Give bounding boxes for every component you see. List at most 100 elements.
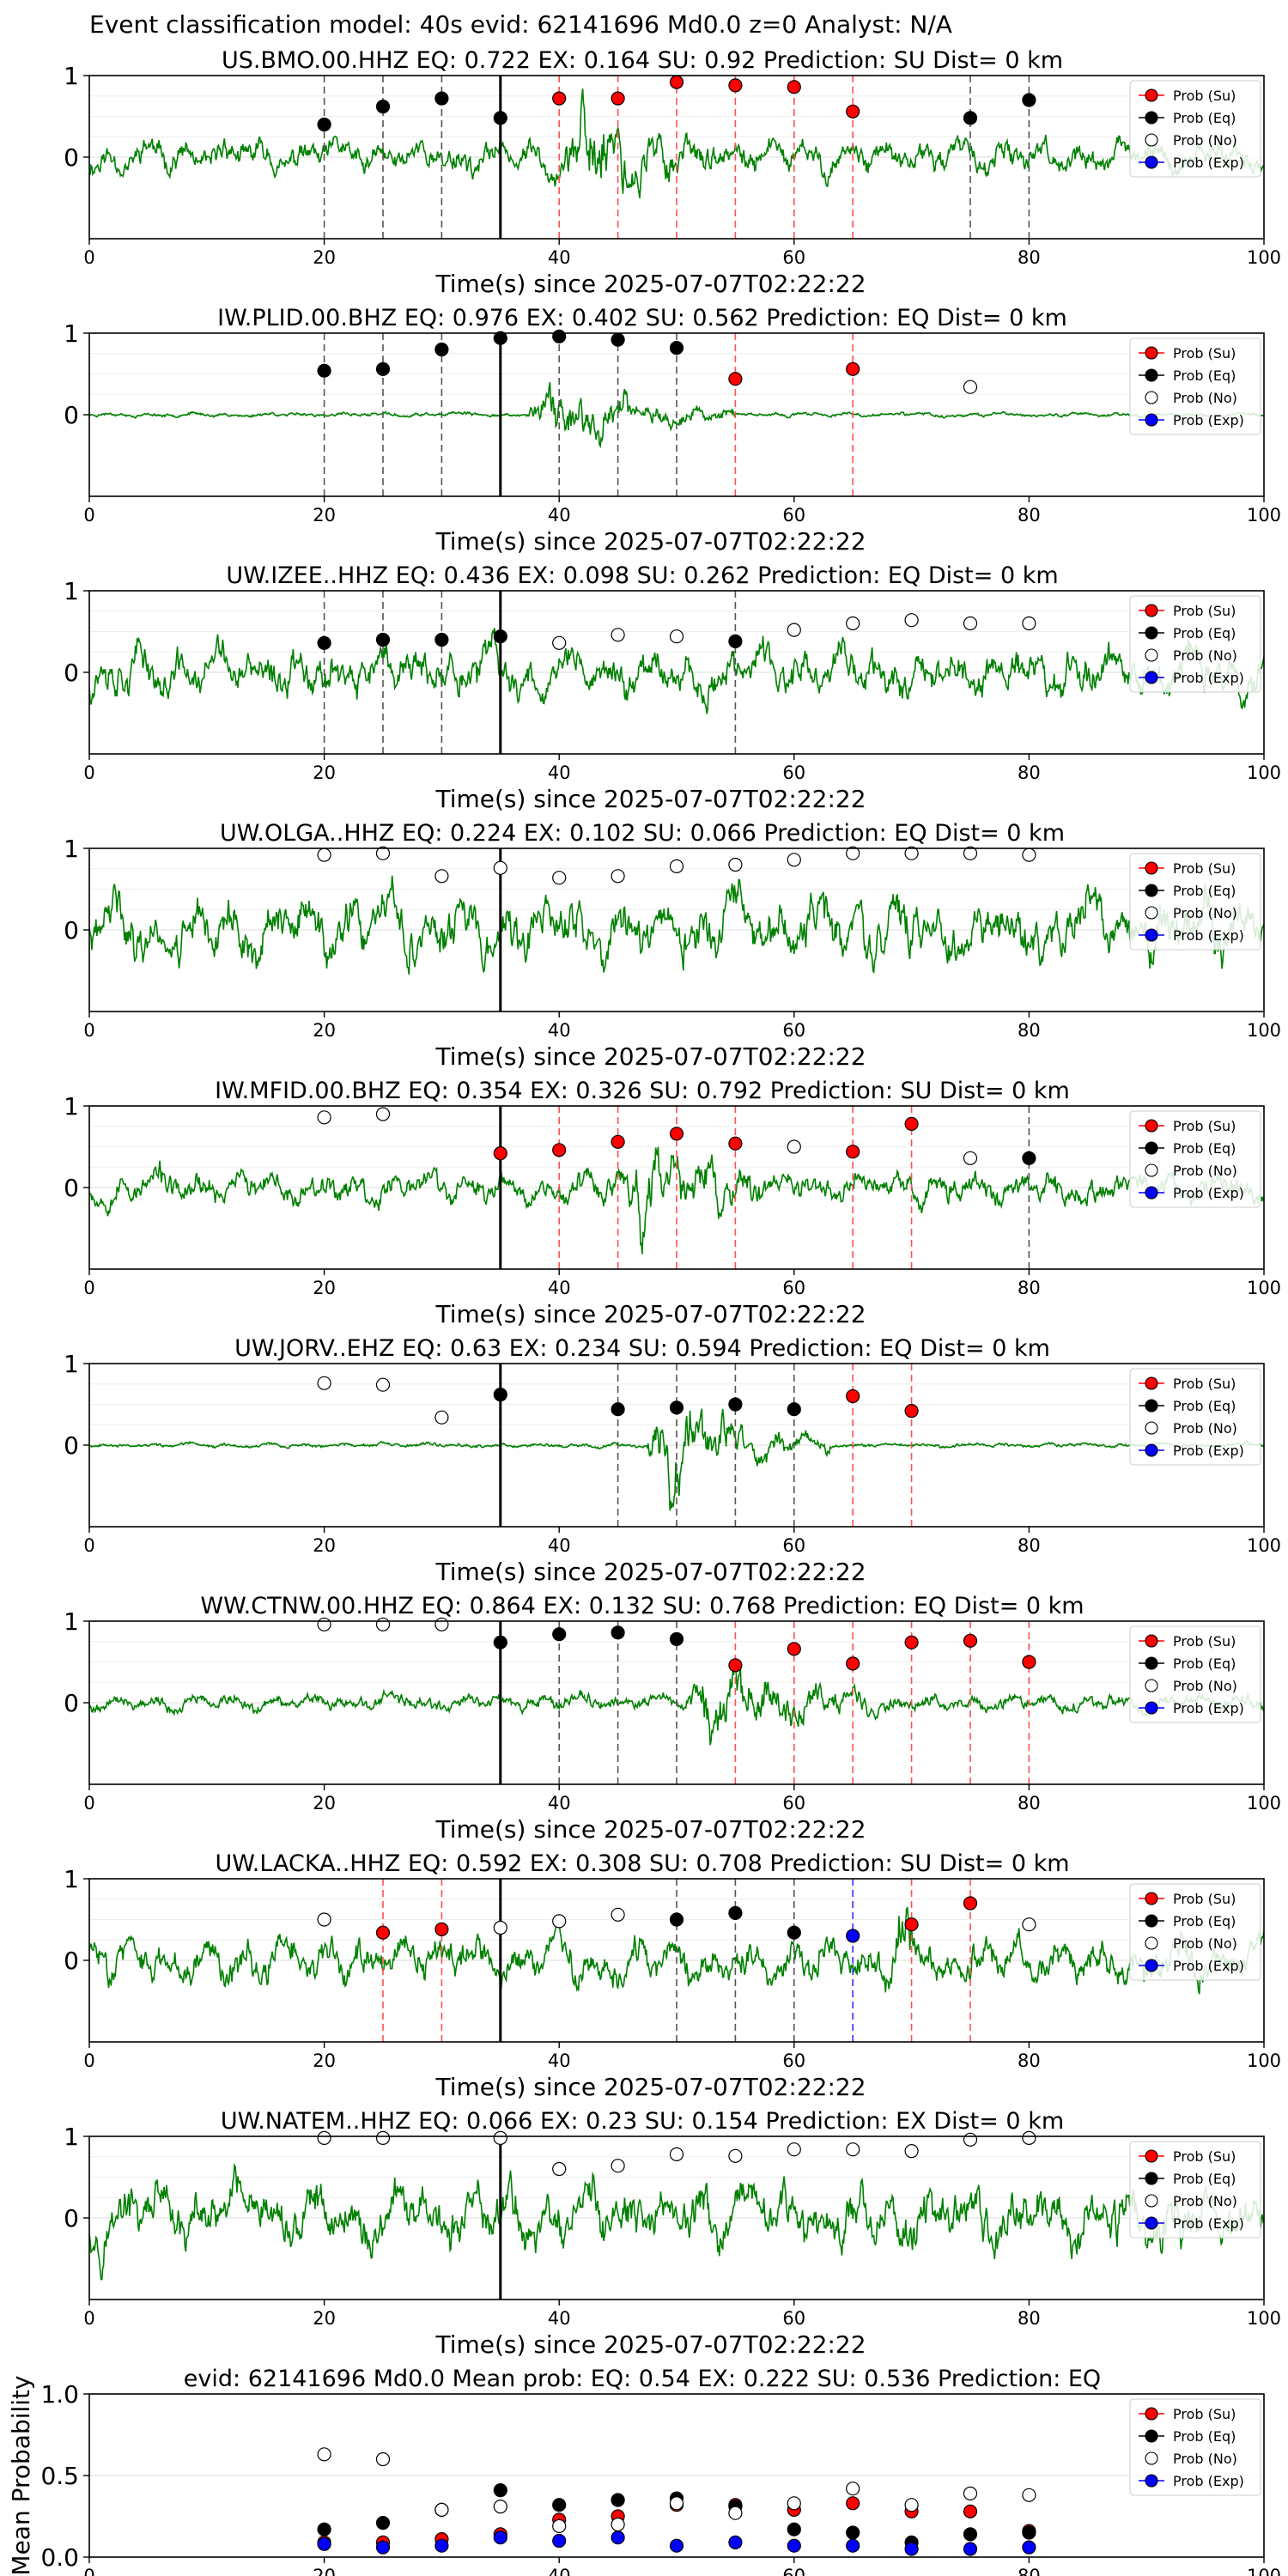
prob-point-no	[904, 846, 919, 860]
x-tick-label: 20	[313, 1020, 336, 1041]
x-tick-label: 40	[548, 247, 571, 268]
prob-point-no	[611, 1907, 625, 1922]
legend-label: Prob (No)	[1173, 1678, 1237, 1694]
legend-label: Prob (Eq)	[1173, 1398, 1236, 1414]
y-tick-label: 1	[64, 835, 79, 863]
prob-point-no	[493, 860, 507, 875]
prob-point-eq	[375, 99, 391, 114]
legend-label: Prob (Exp)	[1173, 1700, 1244, 1716]
legend-marker-exp	[1145, 928, 1158, 942]
legend-marker-no	[1145, 1936, 1158, 1950]
mean-prob-point-exp	[963, 2542, 978, 2556]
prob-point-eq	[787, 1402, 801, 1417]
legend: Prob (Su) Prob (Eq) Prob (No) Prob (Exp)	[1129, 595, 1261, 693]
legend-marker-no	[1145, 2194, 1158, 2208]
prob-point-su	[728, 1136, 743, 1151]
panel-title: UW.NATEM..HHZ EQ: 0.066 EX: 0.23 SU: 0.1…	[221, 2108, 1064, 2135]
x-tick-label: 40	[548, 1278, 571, 1298]
prob-point-eq	[493, 111, 507, 125]
x-tick-label: 60	[782, 762, 805, 783]
prob-point-eq	[434, 342, 449, 357]
x-tick-label: 60	[782, 2566, 805, 2576]
legend-label: Prob (No)	[1173, 132, 1237, 149]
mean-prob-point-no	[611, 2517, 625, 2532]
legend-marker-exp	[1145, 1701, 1158, 1715]
panel-title: UW.IZEE..HHZ EQ: 0.436 EX: 0.098 SU: 0.2…	[226, 562, 1058, 589]
prob-point-no	[434, 869, 449, 884]
x-tick-label: 80	[1018, 505, 1041, 526]
y-tick-label: 0.5	[40, 2462, 79, 2490]
prob-point-no	[787, 1139, 801, 1154]
x-tick-label: 100	[1247, 2050, 1281, 2071]
prob-point-su	[963, 1633, 978, 1648]
legend-marker-eq	[1145, 884, 1158, 897]
y-tick-label: 0	[64, 1689, 79, 1717]
x-tick-label: 0	[83, 2566, 94, 2576]
prob-point-no	[552, 871, 567, 885]
panel-title: UW.OLGA..HHZ EQ: 0.224 EX: 0.102 SU: 0.0…	[220, 820, 1065, 847]
legend-marker-eq	[1145, 2429, 1158, 2443]
mean-prob-point-exp	[728, 2535, 743, 2549]
x-tick-label: 40	[548, 2050, 571, 2071]
waveform-panel: UW.NATEM..HHZ EQ: 0.066 EX: 0.23 SU: 0.1…	[64, 2108, 1281, 2359]
x-tick-label: 20	[313, 2050, 336, 2071]
prob-point-no	[728, 2148, 743, 2163]
legend-label: Prob (Eq)	[1173, 883, 1236, 899]
mean-prob-point-exp	[317, 2537, 331, 2551]
prob-point-eq	[434, 632, 449, 647]
x-axis-label: Time(s) since 2025-07-07T02:22:22	[434, 1558, 866, 1586]
mean-prob-point-eq	[846, 2525, 860, 2540]
legend-label: Prob (Eq)	[1173, 2428, 1236, 2445]
mean-prob-point-no	[963, 2486, 978, 2500]
mean-prob-point-eq	[552, 2498, 567, 2512]
y-tick-label: 1	[64, 1350, 79, 1378]
panel-title: US.BMO.00.HHZ EQ: 0.722 EX: 0.164 SU: 0.…	[222, 47, 1063, 74]
y-tick-label: 0	[64, 916, 79, 945]
prob-point-no	[787, 623, 801, 637]
legend: Prob (Su) Prob (Eq) Prob (No) Prob (Exp)	[1129, 2398, 1261, 2496]
prob-point-no	[317, 1110, 331, 1125]
y-tick-label: 1.0	[40, 2380, 79, 2409]
x-tick-label: 60	[782, 1020, 805, 1041]
prob-point-su	[552, 1143, 567, 1157]
legend-label: Prob (Exp)	[1173, 927, 1244, 944]
mean-prob-point-exp	[669, 2538, 684, 2553]
legend: Prob (Su) Prob (Eq) Prob (No) Prob (Exp)	[1129, 1625, 1261, 1723]
mean-prob-point-exp	[493, 2530, 507, 2545]
mean-prob-point-exp	[846, 2538, 860, 2553]
y-tick-label: 0	[64, 659, 79, 687]
prob-point-no	[963, 380, 978, 394]
legend: Prob (Su) Prob (Eq) Prob (No) Prob (Exp)	[1129, 1110, 1261, 1208]
y-tick-label: 1	[64, 1092, 79, 1121]
prob-point-eq	[963, 111, 978, 125]
x-tick-label: 20	[313, 247, 336, 268]
legend-label: Prob (Exp)	[1173, 155, 1244, 171]
x-tick-label: 40	[548, 2308, 571, 2329]
mean-prob-point-su	[963, 2504, 978, 2518]
legend-marker-no	[1145, 133, 1158, 147]
prob-point-su	[846, 1388, 860, 1404]
legend-marker-su	[1145, 88, 1158, 102]
legend-label: Prob (Su)	[1173, 2406, 1236, 2422]
mean-prob-point-no	[846, 2482, 860, 2496]
prob-point-su	[1022, 1655, 1036, 1669]
y-tick-label: 0	[64, 401, 79, 429]
prob-point-no	[317, 1617, 331, 1631]
prob-point-su	[904, 1116, 919, 1132]
x-tick-label: 60	[782, 247, 805, 268]
prob-point-su	[552, 91, 567, 106]
y-tick-label: 1	[64, 1865, 79, 1893]
prob-point-eq	[375, 361, 391, 376]
prob-point-su	[434, 1922, 449, 1936]
prob-point-eq	[728, 634, 743, 649]
prob-point-eq	[493, 1635, 507, 1649]
prob-point-no	[787, 853, 801, 867]
x-tick-label: 60	[782, 1278, 805, 1298]
prob-point-no	[611, 628, 625, 642]
prob-point-no	[375, 1377, 391, 1392]
prob-point-no	[375, 1107, 391, 1121]
panel-title: IW.MFID.00.BHZ EQ: 0.354 EX: 0.326 SU: 0…	[215, 1078, 1070, 1104]
legend-marker-eq	[1145, 111, 1158, 125]
x-tick-label: 80	[1018, 247, 1041, 268]
prob-point-eq	[611, 1625, 625, 1640]
